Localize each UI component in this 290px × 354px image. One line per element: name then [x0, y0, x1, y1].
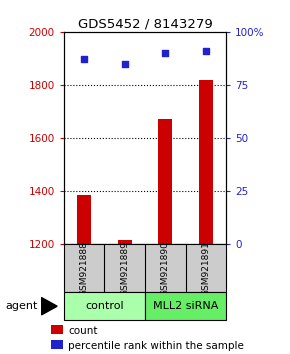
Text: control: control	[85, 301, 124, 311]
Point	[82, 57, 86, 62]
Text: GSM921890: GSM921890	[161, 241, 170, 296]
Text: GSM921888: GSM921888	[79, 241, 89, 296]
Bar	[145, 292, 226, 320]
Point	[204, 48, 208, 54]
Bar	[51, 325, 63, 334]
Title: GDS5452 / 8143279: GDS5452 / 8143279	[78, 18, 212, 31]
Point	[163, 50, 168, 56]
Text: MLL2 siRNA: MLL2 siRNA	[153, 301, 218, 311]
Polygon shape	[41, 297, 57, 315]
Text: agent: agent	[6, 301, 38, 311]
Text: GSM921889: GSM921889	[120, 241, 129, 296]
Bar	[51, 340, 63, 349]
Text: count: count	[68, 326, 98, 336]
Bar	[158, 119, 173, 244]
Point	[122, 61, 127, 67]
Text: percentile rank within the sample: percentile rank within the sample	[68, 341, 244, 350]
Bar	[64, 292, 145, 320]
Bar	[199, 80, 213, 244]
Bar	[118, 240, 132, 244]
Text: GSM921891: GSM921891	[201, 241, 211, 296]
Bar	[77, 195, 91, 244]
